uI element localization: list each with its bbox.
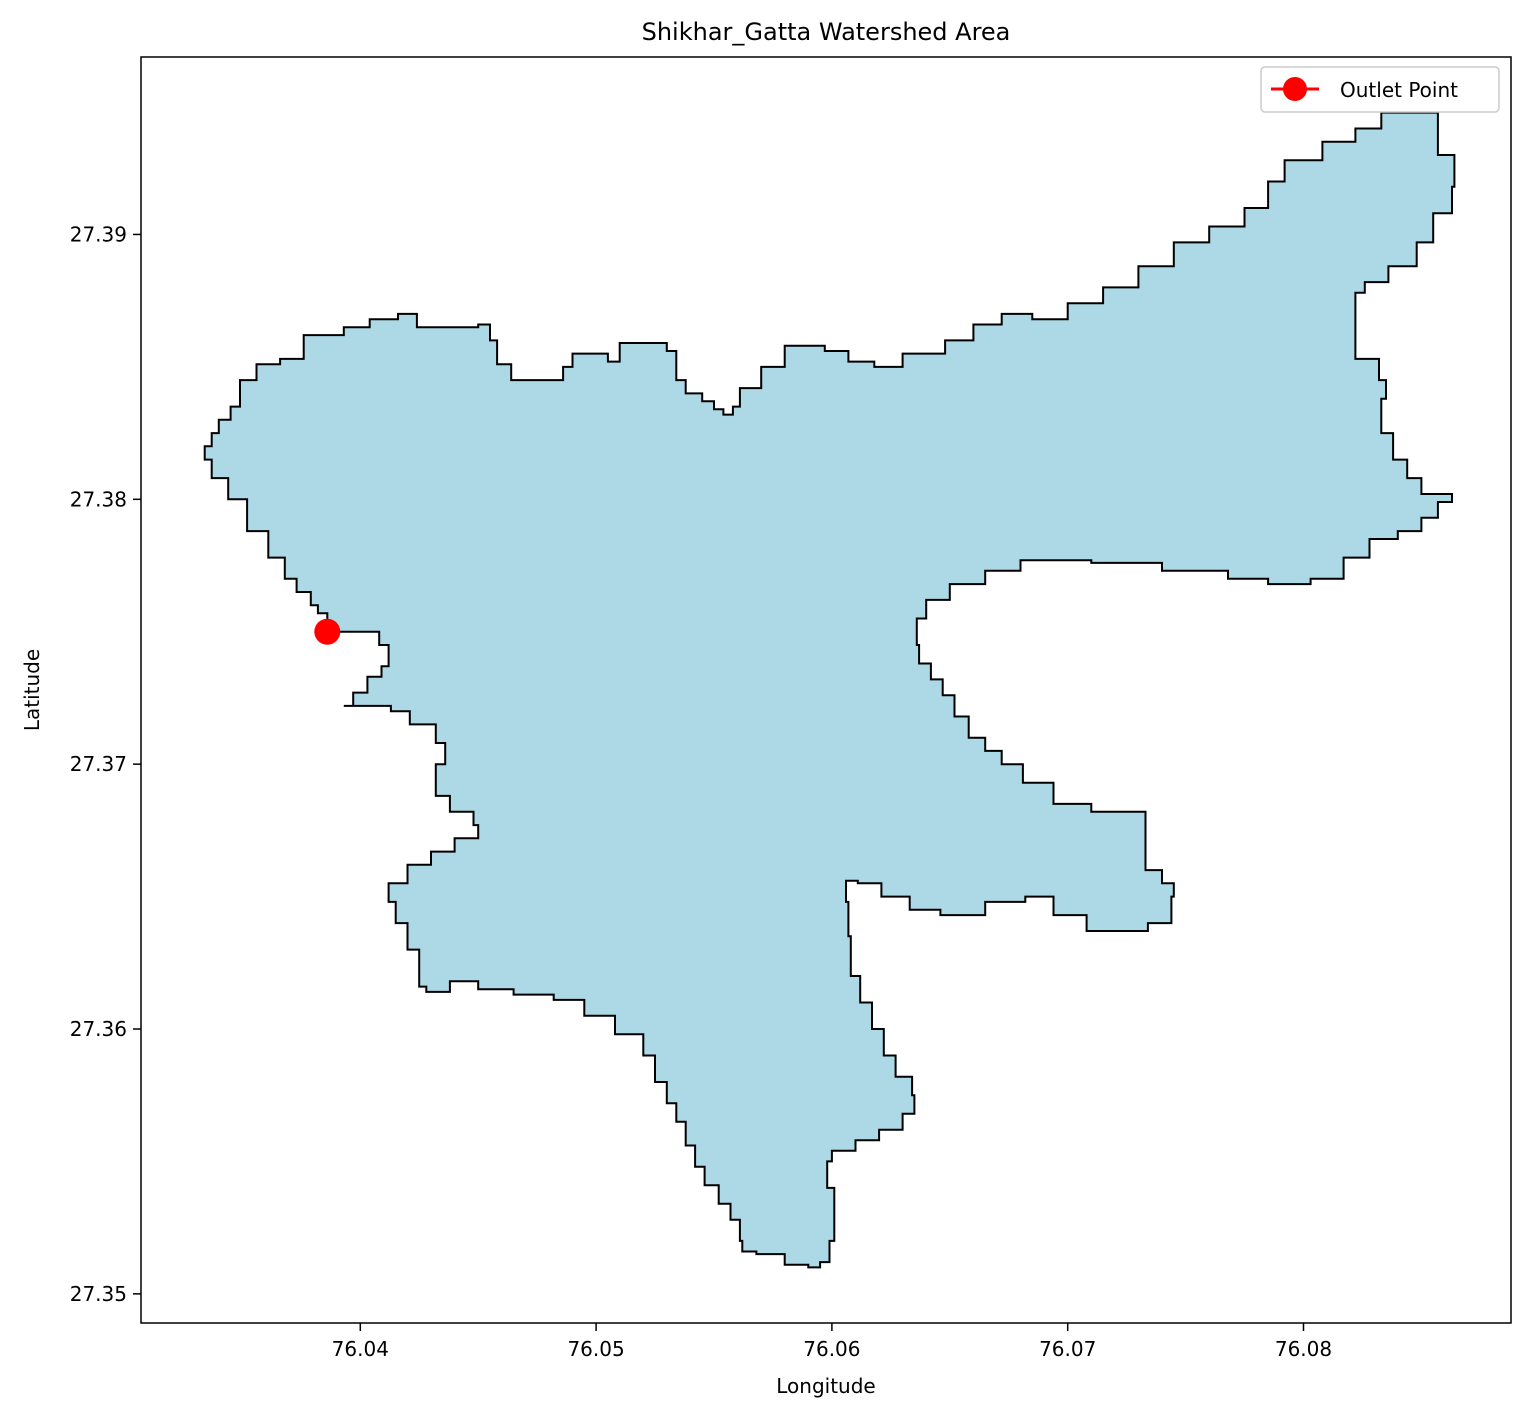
y-tick-label: 27.39 [70, 222, 127, 246]
plot-frame [140, 56, 1512, 1324]
y-tick-label: 27.35 [70, 1282, 127, 1306]
y-axis: 27.35 27.36 27.37 27.38 27.39 [70, 222, 141, 1306]
x-axis-label: Longitude [776, 1374, 875, 1398]
x-tick-label: 76.05 [567, 1337, 624, 1361]
watershed-polygon [203, 111, 1456, 1269]
legend-marker-icon [1283, 77, 1307, 101]
x-tick-label: 76.07 [1039, 1337, 1096, 1361]
legend: Outlet Point [1260, 66, 1500, 113]
y-tick-label: 27.37 [70, 752, 127, 776]
x-tick-label: 76.06 [803, 1337, 860, 1361]
x-axis: 76.04 76.05 76.06 76.07 76.08 [332, 1323, 1332, 1361]
y-axis-label: Latitude [20, 649, 44, 731]
x-tick-label: 76.04 [332, 1337, 389, 1361]
plot-area [140, 56, 1512, 1324]
outlet-point-marker [314, 618, 341, 645]
x-tick-label: 76.08 [1275, 1337, 1332, 1361]
y-tick-label: 27.36 [70, 1017, 127, 1041]
y-tick-label: 27.38 [70, 487, 127, 511]
legend-label-outlet-point: Outlet Point [1340, 78, 1458, 102]
chart-title: Shikhar_Gatta Watershed Area [642, 18, 1011, 46]
legend-box [1260, 66, 1500, 113]
